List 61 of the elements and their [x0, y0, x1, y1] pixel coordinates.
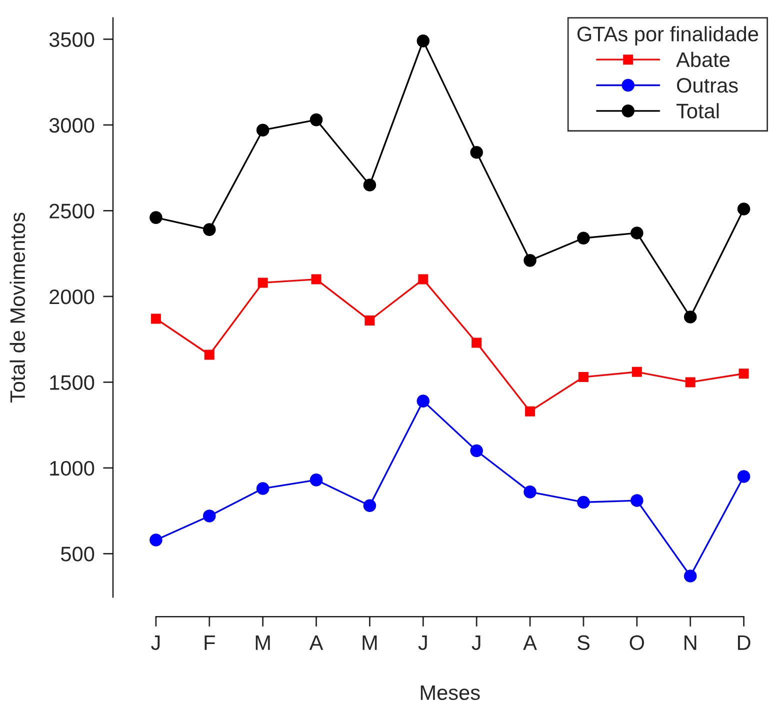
point	[525, 406, 536, 416]
point	[258, 278, 268, 288]
point	[310, 474, 323, 486]
point	[256, 124, 270, 136]
point	[524, 254, 536, 267]
point	[364, 315, 375, 326]
point	[632, 366, 642, 377]
point	[684, 570, 697, 582]
point	[630, 226, 644, 240]
point	[684, 310, 697, 324]
point	[256, 482, 270, 495]
point	[310, 113, 323, 126]
x-tick-label: J	[151, 636, 160, 650]
point	[470, 146, 483, 159]
x-tick-label: S	[577, 635, 590, 650]
legend-label: Total	[676, 103, 719, 118]
point	[204, 350, 214, 360]
point	[630, 494, 644, 507]
y-tick-label: 3000	[49, 118, 94, 133]
point	[150, 211, 162, 224]
point	[737, 202, 750, 216]
x-axis-title: Meses	[420, 685, 480, 700]
point	[363, 499, 376, 512]
point	[577, 496, 590, 509]
x-tick-label: F	[204, 636, 215, 650]
x-tick-label: A	[309, 636, 324, 650]
y-tick-label: 500	[61, 546, 94, 562]
x-tick-label: J	[472, 636, 480, 650]
point	[472, 338, 482, 348]
point	[737, 470, 750, 483]
x-tick-label: D	[738, 636, 750, 650]
point	[470, 444, 483, 458]
legend-label: Abate	[676, 52, 730, 68]
point	[738, 368, 749, 379]
x-tick-label: N	[684, 636, 696, 650]
y-tick-label: 2500	[50, 204, 94, 218]
point	[363, 178, 376, 192]
point	[202, 510, 216, 522]
x-tick-label: J	[418, 636, 427, 650]
point	[311, 274, 322, 284]
point	[524, 486, 536, 498]
y-tick-label: 1000	[50, 460, 94, 476]
point	[416, 394, 430, 408]
point	[202, 223, 216, 236]
x-tick-label: O	[630, 635, 644, 650]
y-tick-label: 1500	[50, 375, 94, 390]
point	[150, 534, 162, 546]
point	[578, 372, 588, 382]
x-tick-label: M	[362, 636, 377, 650]
point	[416, 34, 430, 48]
point	[150, 314, 161, 324]
y-tick-label: 2000	[50, 289, 94, 304]
point	[418, 274, 428, 284]
x-tick-label: M	[256, 636, 270, 650]
legend-label: Outras	[677, 78, 738, 93]
y-axis-title: Total de Movimentos	[10, 212, 26, 403]
point	[685, 377, 696, 388]
point	[577, 232, 590, 245]
x-tick-label: A	[523, 636, 537, 650]
y-tick-label: 3500	[49, 32, 94, 47]
legend-title: GTAs por finalidade	[577, 26, 758, 46]
